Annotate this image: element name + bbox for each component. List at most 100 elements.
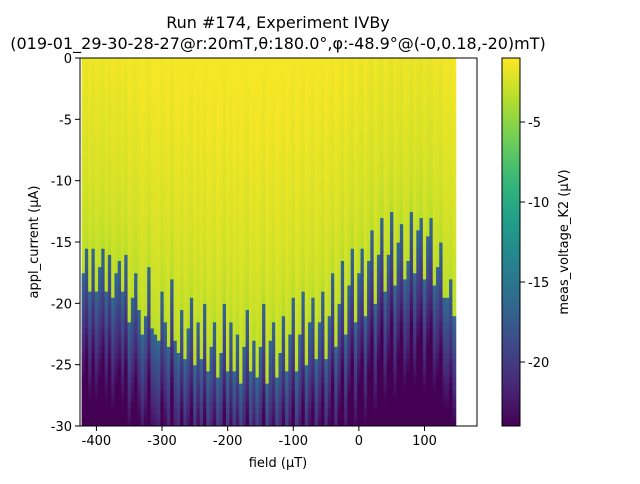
heatmap-cell xyxy=(84,186,89,194)
heatmap-cell xyxy=(229,70,234,77)
heatmap-cell xyxy=(101,76,106,84)
heatmap-cell xyxy=(239,143,244,151)
heatmap-cell xyxy=(199,94,204,102)
heatmap-cell xyxy=(258,119,263,127)
heatmap-cell xyxy=(285,199,289,206)
heatmap-cell xyxy=(232,340,237,347)
heatmap-cell xyxy=(268,334,273,341)
heatmap-cell xyxy=(271,125,276,133)
heatmap-cell xyxy=(281,143,286,151)
heatmap-cell xyxy=(199,370,204,378)
heatmap-cell xyxy=(311,327,316,335)
heatmap-cell xyxy=(127,76,132,84)
heatmap-cell xyxy=(344,174,348,182)
heatmap-cell xyxy=(199,217,204,225)
heatmap-cell xyxy=(94,334,99,341)
heatmap-cell xyxy=(265,107,270,114)
heatmap-cell xyxy=(242,370,247,378)
heatmap-cell xyxy=(206,107,211,114)
heatmap-cell xyxy=(294,199,299,206)
heatmap-cell xyxy=(166,199,171,206)
heatmap-cell xyxy=(127,376,132,384)
heatmap-cell xyxy=(166,334,171,341)
heatmap-cell xyxy=(203,389,207,396)
heatmap-cell xyxy=(340,340,345,347)
heatmap-cell xyxy=(255,407,260,415)
heatmap-cell xyxy=(344,211,348,219)
heatmap-cell xyxy=(160,334,165,341)
heatmap-cell xyxy=(298,58,303,65)
heatmap-cell xyxy=(193,119,198,127)
heatmap-cell xyxy=(321,205,326,212)
heatmap-cell xyxy=(258,389,263,396)
heatmap-cell xyxy=(160,266,165,274)
heatmap-cell xyxy=(203,358,207,366)
heatmap-cell xyxy=(193,180,198,188)
heatmap-cell xyxy=(275,211,280,219)
heatmap-cell xyxy=(209,407,214,415)
heatmap-cell xyxy=(216,205,221,212)
heatmap-cell xyxy=(340,70,345,77)
heatmap-cell xyxy=(324,186,329,194)
heatmap-cell xyxy=(186,358,191,366)
heatmap-cell xyxy=(206,235,211,243)
heatmap-cell xyxy=(183,334,188,341)
heatmap-cell xyxy=(294,143,299,151)
heatmap-cell xyxy=(94,107,99,114)
heatmap-cell xyxy=(252,64,257,71)
heatmap-cell xyxy=(176,278,181,286)
heatmap-cell xyxy=(245,107,250,114)
heatmap-cell xyxy=(258,143,263,151)
heatmap-cell xyxy=(291,156,296,163)
heatmap-cell xyxy=(81,383,86,390)
heatmap-cell xyxy=(173,395,178,403)
heatmap-cell xyxy=(104,352,109,360)
heatmap-cell xyxy=(317,309,322,317)
heatmap-cell xyxy=(193,88,198,96)
heatmap-cell xyxy=(124,205,129,212)
heatmap-cell xyxy=(111,223,116,231)
heatmap-cell xyxy=(219,370,224,378)
heatmap-cell xyxy=(137,168,142,176)
heatmap-cell xyxy=(308,76,312,84)
heatmap-cell xyxy=(153,107,158,114)
heatmap-cell xyxy=(206,205,211,212)
heatmap-cell xyxy=(252,223,257,231)
heatmap-cell xyxy=(180,297,184,304)
heatmap-cell xyxy=(278,254,283,261)
heatmap-cell xyxy=(157,137,161,145)
heatmap-cell xyxy=(107,174,112,182)
heatmap-cell xyxy=(121,137,125,145)
heatmap-cell xyxy=(275,137,280,145)
heatmap-cell xyxy=(166,205,171,212)
heatmap-cell xyxy=(222,315,227,323)
heatmap-cell xyxy=(203,284,207,292)
heatmap-cell xyxy=(248,383,253,390)
heatmap-cell xyxy=(222,223,227,231)
heatmap-cell xyxy=(121,82,125,90)
heatmap-cell xyxy=(203,125,207,133)
heatmap-cell xyxy=(176,143,181,151)
heatmap-cell xyxy=(124,180,129,188)
heatmap-column xyxy=(91,58,96,426)
heatmap-cell xyxy=(189,229,194,237)
heatmap-cell xyxy=(173,64,178,71)
heatmap-cell xyxy=(242,346,247,353)
heatmap-column xyxy=(331,58,335,426)
heatmap-column xyxy=(98,58,102,426)
heatmap-cell xyxy=(121,315,125,323)
heatmap-cell xyxy=(199,156,204,163)
heatmap-cell xyxy=(285,352,289,360)
heatmap-cell xyxy=(84,266,89,274)
heatmap-cell xyxy=(327,64,332,71)
heatmap-cell xyxy=(334,364,339,372)
heatmap-cell xyxy=(160,131,165,139)
heatmap-cell xyxy=(314,156,319,163)
heatmap-cell xyxy=(203,364,207,372)
heatmap-cell xyxy=(91,358,96,366)
heatmap-cell xyxy=(291,82,296,90)
heatmap-cell xyxy=(265,82,270,90)
heatmap-cell xyxy=(199,358,204,366)
heatmap-cell xyxy=(91,370,96,378)
heatmap-cell xyxy=(288,352,293,360)
